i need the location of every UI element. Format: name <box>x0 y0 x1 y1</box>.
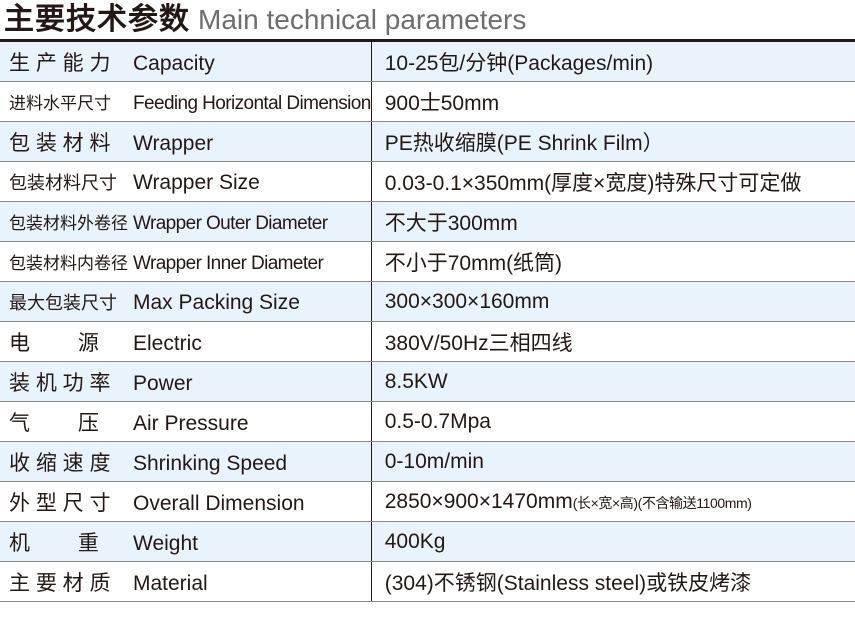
parameter-value-text: 0.5-0.7Mpa <box>384 409 491 433</box>
parameter-value: 0.03-0.1×350mm(厚度×宽度)特殊尺寸可定做 <box>371 161 855 202</box>
parameter-name-zh: 装 机 功 率 <box>9 371 111 395</box>
table-row: 主 要 材 质 Material (304)不锈钢(Stainless steel)… <box>0 561 855 602</box>
parameter-name-zh: 机 重 <box>9 531 99 555</box>
parameter-name-zh: 生 产 能 力 <box>9 51 111 75</box>
parameter-name-en: Power <box>133 371 193 395</box>
table-row: 收 缩 速 度 Shrinking Speed 0-10m/min <box>0 441 855 482</box>
parameter-value-text: 8.5KW <box>384 369 448 393</box>
title-chinese: 主要技术参数 <box>4 3 190 36</box>
parameter-name: 收 缩 速 度 Shrinking Speed <box>0 441 372 482</box>
parameter-value-text: 0-10m/min <box>384 449 484 473</box>
parameter-value: 0.5-0.7Mpa <box>371 401 855 442</box>
parameter-value: 400Kg <box>371 521 855 562</box>
parameter-value: 300×300×160mm <box>371 281 855 322</box>
parameter-name: 电 源 Electric <box>0 321 372 362</box>
table-row: 包装材料内卷径 Wrapper Inner Diameter 不小于70mm(纸筒) <box>0 241 855 282</box>
parameter-value-text: 不小于70mm(纸筒) <box>384 251 563 275</box>
parameter-name-en: Material <box>133 571 208 595</box>
table-row: 气 压 Air Pressure 0.5-0.7Mpa <box>0 401 855 442</box>
parameter-name: 外 型 尺 寸 Overall Dimension <box>0 481 372 522</box>
parameter-value: 不大于300mm <box>371 201 855 242</box>
parameter-name: 机 重 Weight <box>0 521 372 562</box>
parameter-value-text: 400Kg <box>384 529 446 553</box>
parameter-value-text: 2850×900×1470mm <box>384 489 573 513</box>
parameter-name: 最大包装尺寸 Max Packing Size <box>0 281 372 322</box>
parameter-name-zh: 主 要 材 质 <box>9 571 111 595</box>
parameter-name-zh: 外 型 尺 寸 <box>9 491 111 515</box>
parameter-name-en: Feeding Horizontal Dimension <box>133 92 371 114</box>
parameter-value-text: 不大于300mm <box>384 211 518 235</box>
parameter-value: 2850×900×1470mm(长×宽×高)(不含输送1100mm) <box>371 481 855 522</box>
table-row: 机 重 Weight 400Kg <box>0 521 855 562</box>
parameter-value-text: 300×300×160mm <box>384 289 550 313</box>
parameter-name-zh: 电 源 <box>9 331 99 355</box>
parameter-name-en: Wrapper Inner Diameter <box>133 252 324 274</box>
parameter-name-zh: 进料水平尺寸 <box>9 93 111 113</box>
parameter-value: 380V/50Hz三相四线 <box>371 321 855 362</box>
parameter-value: 0-10m/min <box>371 441 855 482</box>
page-title: 主要技术参数 Main technical parameters <box>4 0 526 40</box>
parameter-name-zh: 包装材料内卷径 <box>9 253 128 273</box>
parameter-value: 900士50mm <box>371 81 855 122</box>
title-divider <box>0 39 855 42</box>
parameter-name-zh: 包装材料外卷径 <box>9 213 128 233</box>
parameter-name: 包 装 材 料 Wrapper <box>0 121 372 162</box>
parameter-name-zh: 收 缩 速 度 <box>9 451 111 475</box>
parameter-name: 进料水平尺寸 Feeding Horizontal Dimension <box>0 81 372 122</box>
table-row: 包 装 材 料 Wrapper PE热收缩膜(PE Shrink Film） <box>0 121 855 162</box>
parameter-value-text: 900士50mm <box>384 91 500 115</box>
parameter-name-en: Overall Dimension <box>133 491 305 515</box>
parameter-value: 不小于70mm(纸筒) <box>371 241 855 282</box>
parameters-table: 生 产 能 力 Capacity 10-25包/分钟(Packages/min) 进料… <box>0 42 855 602</box>
parameter-name-en: Shrinking Speed <box>133 451 288 475</box>
parameter-name: 气 压 Air Pressure <box>0 401 372 442</box>
parameter-name-en: Max Packing Size <box>133 290 300 314</box>
parameter-value: PE热收缩膜(PE Shrink Film） <box>371 121 855 162</box>
parameter-value: (304)不锈钢(Stainless steel)或铁皮烤漆 <box>371 561 855 602</box>
parameter-name-zh: 包装材料尺寸 <box>9 172 117 193</box>
parameter-name-en: Electric <box>133 331 202 355</box>
parameter-name: 包装材料尺寸 Wrapper Size <box>0 161 372 202</box>
parameter-name-en: Wrapper Outer Diameter <box>133 212 328 234</box>
parameter-value-text: (304)不锈钢(Stainless steel)或铁皮烤漆 <box>384 571 752 595</box>
parameter-name-zh: 最大包装尺寸 <box>9 292 117 313</box>
parameter-name: 生 产 能 力 Capacity <box>0 42 372 82</box>
table-row: 最大包装尺寸 Max Packing Size 300×300×160mm <box>0 281 855 322</box>
parameter-name-en: Air Pressure <box>133 411 249 435</box>
table-row: 生 产 能 力 Capacity 10-25包/分钟(Packages/min) <box>0 42 855 82</box>
parameter-name: 主 要 材 质 Material <box>0 561 372 602</box>
parameter-name: 包装材料内卷径 Wrapper Inner Diameter <box>0 241 372 282</box>
parameter-name-en: Wrapper Size <box>133 170 260 194</box>
table-row: 电 源 Electric 380V/50Hz三相四线 <box>0 321 855 362</box>
title-english: Main technical parameters <box>198 4 527 35</box>
parameter-value-text: 0.03-0.1×350mm(厚度×宽度)特殊尺寸可定做 <box>384 171 802 195</box>
parameter-name-en: Weight <box>133 531 198 555</box>
parameter-name: 包装材料外卷径 Wrapper Outer Diameter <box>0 201 372 242</box>
parameter-value-note: (长×宽×高)(不含输送1100mm) <box>572 494 752 511</box>
parameter-value-text: 380V/50Hz三相四线 <box>384 331 573 355</box>
parameter-value-text: 10-25包/分钟(Packages/min) <box>384 51 654 75</box>
parameter-name-zh: 包 装 材 料 <box>9 131 111 155</box>
table-row: 装 机 功 率 Power 8.5KW <box>0 361 855 402</box>
table-row: 外 型 尺 寸 Overall Dimension 2850×900×1470mm(… <box>0 481 855 522</box>
table-row: 进料水平尺寸 Feeding Horizontal Dimension 900士50… <box>0 81 855 122</box>
parameter-name-en: Capacity <box>133 51 215 75</box>
parameter-name-zh: 气 压 <box>9 411 99 435</box>
parameter-value: 10-25包/分钟(Packages/min) <box>371 42 855 82</box>
parameter-value: 8.5KW <box>371 361 855 402</box>
parameter-name-en: Wrapper <box>133 131 214 155</box>
parameter-name: 装 机 功 率 Power <box>0 361 372 402</box>
table-row: 包装材料尺寸 Wrapper Size 0.03-0.1×350mm(厚度×宽度)特… <box>0 161 855 202</box>
table-row: 包装材料外卷径 Wrapper Outer Diameter 不大于300mm <box>0 201 855 242</box>
parameter-value-text: PE热收缩膜(PE Shrink Film） <box>384 131 664 155</box>
